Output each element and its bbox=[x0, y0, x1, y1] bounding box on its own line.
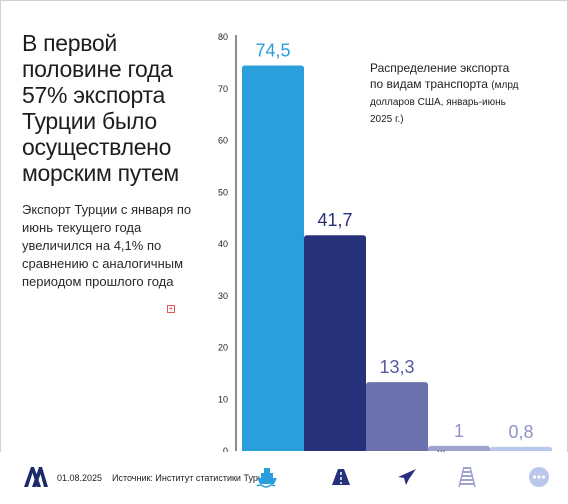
y-tick-label: 0 bbox=[223, 446, 228, 456]
y-tick-label: 50 bbox=[218, 187, 228, 197]
chart-title-main: Распределение экспорта по видам транспор… bbox=[370, 61, 510, 91]
y-tick-label: 30 bbox=[218, 291, 228, 301]
y-tick-label: 70 bbox=[218, 84, 228, 94]
y-axis: 0 10 20 30 40 50 60 70 80 bbox=[218, 32, 237, 456]
bar bbox=[428, 445, 490, 451]
chart-title-units: (млрд долларов США, январь-июнь 2025 г.) bbox=[370, 80, 519, 125]
y-tick-label: 20 bbox=[218, 343, 228, 353]
bar bbox=[304, 235, 366, 451]
more-icon bbox=[529, 467, 549, 487]
bar bbox=[490, 446, 552, 451]
value-label: 1 bbox=[454, 421, 464, 441]
source-text: Источник: Институт статистики Турции bbox=[112, 473, 274, 483]
aa-logo-icon bbox=[24, 467, 48, 487]
value-labels: 74,5 41,7 13,3 1 0,8 bbox=[255, 40, 533, 441]
y-tick-label: 40 bbox=[218, 239, 228, 249]
value-label: 74,5 bbox=[255, 40, 290, 60]
bar bbox=[366, 382, 428, 451]
subtext: Экспорт Турции с января по июнь текущего… bbox=[22, 202, 192, 289]
value-label: 41,7 bbox=[317, 210, 352, 230]
railway-icon bbox=[458, 466, 476, 488]
y-tick-label: 60 bbox=[218, 136, 228, 146]
value-label: 13,3 bbox=[379, 357, 414, 377]
truck-icon bbox=[332, 469, 350, 485]
y-tick-label: 10 bbox=[218, 394, 228, 404]
ship-icon bbox=[256, 468, 277, 488]
bar bbox=[242, 65, 304, 452]
value-label: 0,8 bbox=[508, 422, 533, 442]
date-text: 01.08.2025 bbox=[57, 473, 103, 483]
bars bbox=[242, 65, 552, 452]
headline: В первой половине года 57% экспорта Турц… bbox=[22, 30, 179, 186]
y-tick-label: 80 bbox=[218, 32, 228, 42]
chart-title: Распределение экспорта по видам транспор… bbox=[370, 60, 520, 127]
plus-icon: + bbox=[167, 304, 175, 313]
airplane-icon bbox=[398, 469, 416, 485]
